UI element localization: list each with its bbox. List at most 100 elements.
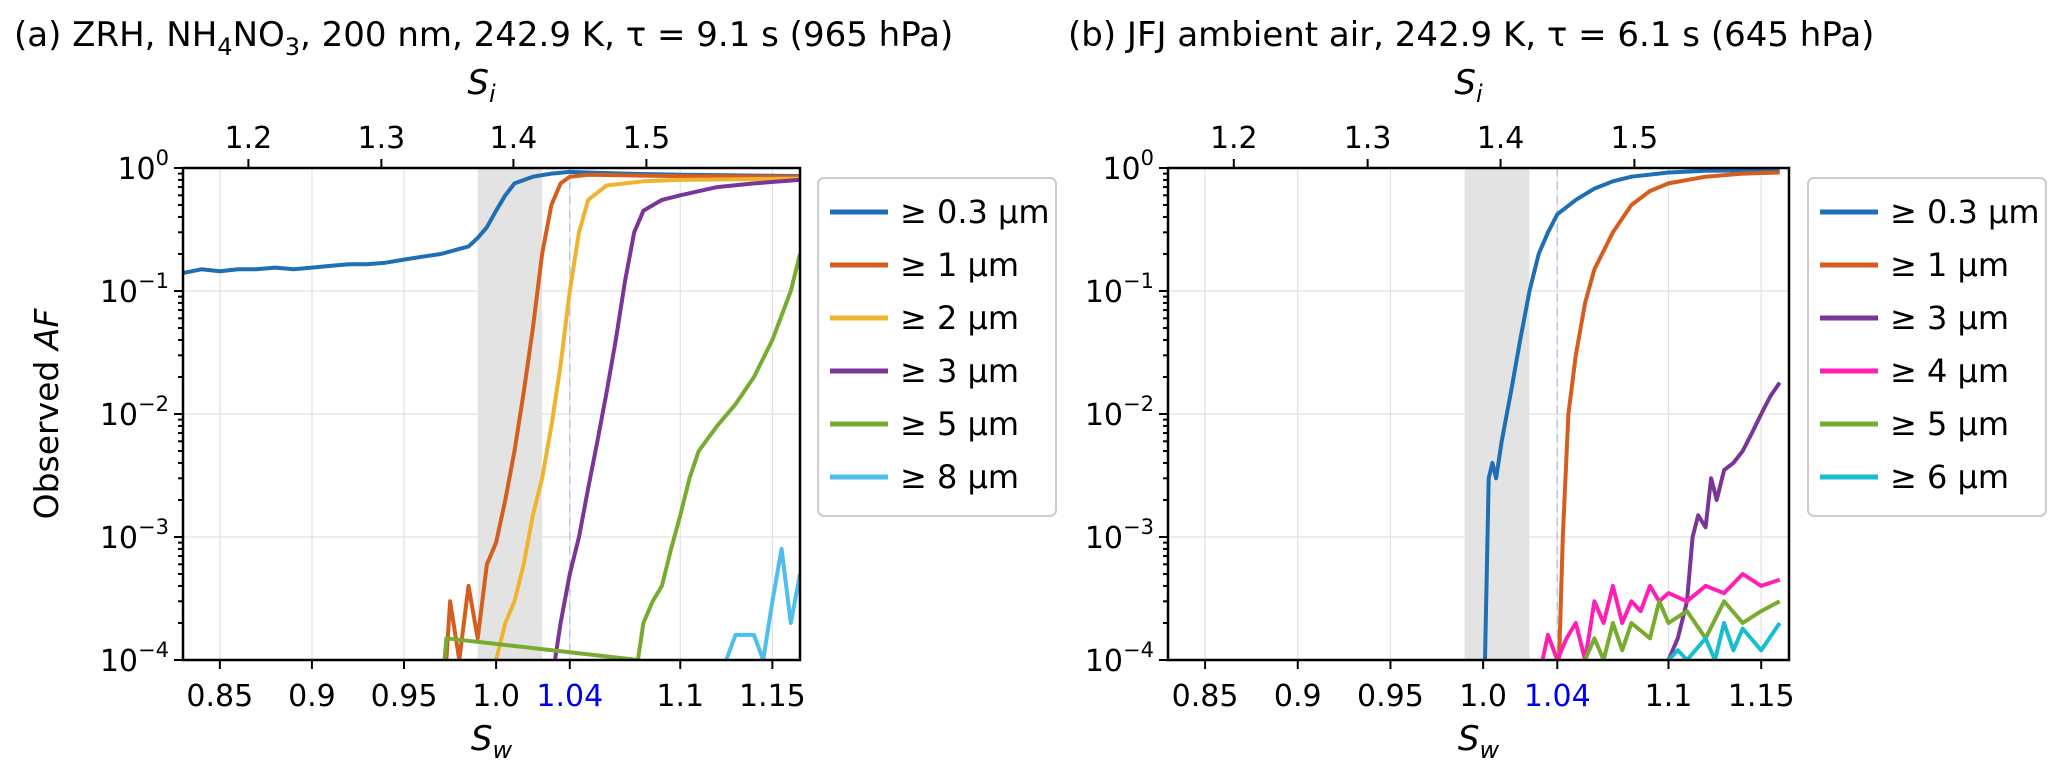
y-tick-exponent: −2	[1123, 392, 1154, 416]
title-part: , 200 nm, 242.9 K, τ = 9.1 s (965 hPa)	[300, 15, 953, 55]
y-tick-base: 10	[117, 152, 155, 187]
x-axis-label: Sw	[471, 719, 513, 764]
y-tick-exponent: 0	[1141, 146, 1154, 170]
legend-entry: ≥ 8 µm	[900, 458, 1019, 496]
y-tick-label: 10−4	[1085, 638, 1154, 679]
y-tick-label: 10−2	[1085, 392, 1154, 433]
y-tick-label: 10−3	[100, 515, 169, 556]
series-line	[494, 176, 800, 660]
chart-panel-a: (a) ZRH, NH4NO3, 200 nm, 242.9 K, τ = 9.…	[14, 15, 1057, 764]
legend-entry: ≥ 0.3 µm	[1890, 193, 2040, 231]
y-tick-exponent: 0	[156, 146, 169, 170]
legend-entry: ≥ 5 µm	[900, 405, 1019, 443]
x-tick-label: 1.1	[656, 679, 704, 714]
y-tick-base: 10	[100, 398, 138, 433]
legend-entry: ≥ 5 µm	[1890, 405, 2009, 443]
x-axis-label-main: S	[1458, 719, 1480, 759]
legend-entry: ≥ 0.3 µm	[900, 193, 1050, 231]
x-axis-label-main: S	[471, 719, 493, 759]
title-part: (a) ZRH, NH	[14, 15, 217, 55]
legend-entry: ≥ 3 µm	[1890, 299, 2009, 337]
top-tick-label: 1.3	[1344, 121, 1392, 156]
top-axis-label: Si	[1454, 63, 1483, 108]
top-tick-label: 1.4	[490, 121, 538, 156]
y-tick-label: 10−1	[1085, 269, 1154, 310]
series-line	[1483, 168, 1780, 660]
top-tick-label: 1.4	[1477, 121, 1525, 156]
x-tick-label: 0.95	[371, 679, 438, 714]
y-axis-label-main: Observed	[27, 350, 66, 519]
y-tick-exponent: −1	[138, 269, 169, 293]
series-line	[1557, 170, 1780, 660]
legend: ≥ 0.3 µm ≥ 1 µm ≥ 2 µm ≥ 3 µm ≥ 5 µm ≥ 8 µm	[817, 177, 1057, 517]
y-tick-base: 10	[1085, 398, 1123, 433]
series-line	[183, 169, 800, 275]
chart-title: (b) JFJ ambient air, 242.9 K, τ = 6.1 s …	[1068, 15, 1874, 55]
y-tick-label: 10−4	[100, 638, 169, 679]
x-tick-label: 1.04	[536, 679, 603, 714]
x-axis-label-subscript: w	[492, 736, 512, 764]
series-line	[1540, 572, 1781, 660]
top-tick-label: 1.5	[623, 121, 671, 156]
x-tick-label: 1.04	[1524, 679, 1591, 714]
y-tick-label: 100	[1102, 146, 1154, 187]
x-tick-label: 0.85	[1172, 679, 1239, 714]
series-group	[1483, 168, 1782, 660]
y-axis-label-italic: AF	[27, 308, 66, 353]
series-line	[1583, 599, 1781, 660]
chart-title: (a) ZRH, NH4NO3, 200 nm, 242.9 K, τ = 9.…	[14, 15, 953, 61]
y-tick-exponent: −2	[138, 392, 169, 416]
top-tick-label: 1.5	[1611, 121, 1659, 156]
y-tick-label: 100	[117, 146, 169, 187]
legend-entry: ≥ 2 µm	[900, 299, 1019, 337]
y-tick-exponent: −4	[1123, 638, 1154, 662]
series-line	[444, 172, 800, 660]
shaded-region	[1464, 168, 1530, 660]
y-tick-base: 10	[100, 521, 138, 556]
x-tick-label: 1.0	[1459, 679, 1507, 714]
top-axis-label: Si	[467, 63, 496, 108]
legend-entry: ≥ 4 µm	[1890, 352, 2009, 390]
x-tick-label: 1.15	[1728, 679, 1795, 714]
x-tick-label: 0.95	[1357, 679, 1424, 714]
x-tick-label: 0.9	[1274, 679, 1322, 714]
y-tick-label: 10−1	[100, 269, 169, 310]
y-tick-label: 10−3	[1085, 515, 1154, 556]
series-line	[442, 253, 800, 660]
top-axis-label-main: S	[1454, 63, 1476, 103]
y-tick-base: 10	[100, 644, 138, 679]
y-tick-base: 10	[100, 275, 138, 310]
y-axis-label: Observed AF	[27, 308, 66, 520]
title-subscript: 4	[217, 33, 232, 61]
x-tick-label: 0.9	[288, 679, 336, 714]
y-tick-label: 10−2	[100, 392, 169, 433]
series-line	[1667, 621, 1782, 660]
series-line	[553, 177, 800, 660]
legend-entry: ≥ 6 µm	[1890, 458, 2009, 496]
y-tick-base: 10	[1085, 521, 1123, 556]
y-tick-base: 10	[1085, 644, 1123, 679]
y-tick-exponent: −4	[138, 638, 169, 662]
x-tick-label: 0.85	[186, 679, 253, 714]
y-tick-exponent: −3	[138, 515, 169, 539]
y-tick-exponent: −3	[1123, 515, 1154, 539]
y-tick-base: 10	[1102, 152, 1140, 187]
series-line	[724, 546, 800, 660]
legend: ≥ 0.3 µm ≥ 1 µm ≥ 3 µm ≥ 4 µm ≥ 5 µm ≥ 6 µm	[1807, 177, 2047, 517]
top-axis-label-main: S	[467, 63, 489, 103]
y-tick-exponent: −1	[1123, 269, 1154, 293]
shaded-region	[477, 168, 543, 660]
series-line	[1666, 381, 1782, 660]
title-subscript: 3	[285, 33, 300, 61]
top-tick-label: 1.3	[358, 121, 406, 156]
top-tick-label: 1.2	[225, 121, 273, 156]
title-part: NO	[233, 15, 285, 55]
top-axis-label-subscript: i	[1476, 80, 1483, 108]
top-axis-label-subscript: i	[489, 80, 496, 108]
legend-entry: ≥ 3 µm	[900, 352, 1019, 390]
y-tick-base: 10	[1085, 275, 1123, 310]
series-group	[183, 169, 800, 660]
x-axis-label: Sw	[1458, 719, 1500, 764]
